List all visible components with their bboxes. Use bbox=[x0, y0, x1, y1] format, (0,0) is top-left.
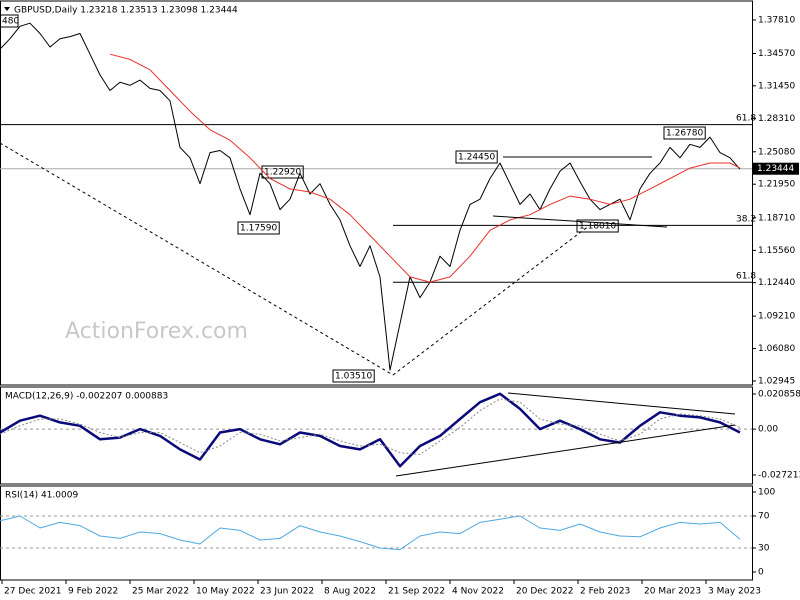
y-tick-label: 1.28310 bbox=[758, 114, 795, 124]
annotation: 480 bbox=[2, 17, 19, 27]
panel-title: GBPUSD,Daily 1.23218 1.23513 1.23098 1.2… bbox=[14, 6, 238, 16]
x-tick-label: 10 May 2022 bbox=[196, 587, 255, 597]
trendline bbox=[395, 424, 736, 477]
x-tick-label: 20 Mar 2023 bbox=[644, 587, 701, 597]
y-tick-label: 30 bbox=[758, 544, 770, 554]
y-tick-label: -0.027213 bbox=[758, 471, 800, 481]
series-line bbox=[0, 22, 741, 371]
x-tick-label: 21 Sep 2022 bbox=[388, 587, 445, 597]
annotation: 1.17590 bbox=[240, 224, 277, 234]
last-price-box bbox=[753, 162, 799, 175]
y-tick-label: 100 bbox=[758, 488, 775, 498]
x-tick-label: 23 Jun 2022 bbox=[260, 587, 314, 597]
annotation-box bbox=[237, 221, 280, 235]
annotation-box bbox=[261, 165, 304, 179]
annotation: 38.2 bbox=[736, 215, 756, 225]
annotation-box bbox=[455, 150, 498, 164]
y-tick-label: 0.020858 bbox=[758, 389, 800, 399]
annotation: 1.18010 bbox=[579, 222, 616, 232]
annotation: 1.24450 bbox=[458, 153, 495, 163]
trendline bbox=[492, 215, 668, 228]
trendline bbox=[0, 142, 394, 376]
y-tick-label: 1.09210 bbox=[758, 312, 795, 322]
annotation-box bbox=[576, 219, 619, 233]
annotation: 1.22920 bbox=[264, 168, 301, 178]
series-line bbox=[0, 392, 741, 468]
y-tick-label: 1.37810 bbox=[758, 15, 795, 25]
x-tick-label: 4 Nov 2022 bbox=[452, 587, 504, 597]
y-tick-label: 1.25080 bbox=[758, 147, 795, 157]
annotation: 1.03510 bbox=[335, 372, 372, 382]
x-tick-label: 20 Dec 2022 bbox=[516, 587, 574, 597]
y-tick-label: 1.18710 bbox=[758, 213, 795, 223]
y-tick-label: 0 bbox=[758, 568, 764, 578]
annotation-box bbox=[332, 369, 375, 383]
y-tick-label: 1.12440 bbox=[758, 278, 795, 288]
annotation: 61.8 bbox=[736, 272, 756, 282]
x-tick-label: 25 Mar 2022 bbox=[132, 587, 189, 597]
panel-title: MACD(12,26,9) -0.002207 0.000883 bbox=[5, 392, 168, 402]
panel-frame bbox=[0, 386, 753, 485]
x-tick-label: 8 Aug 2022 bbox=[324, 587, 376, 597]
last-price-label: 1.23444 bbox=[757, 164, 794, 174]
x-tick-label: 3 May 2023 bbox=[708, 587, 761, 597]
trendline bbox=[507, 392, 736, 415]
x-tick-label: 2 Feb 2023 bbox=[580, 587, 630, 597]
series-line bbox=[109, 53, 741, 283]
y-tick-label: 1.31450 bbox=[758, 81, 795, 91]
y-tick-label: 0.00 bbox=[758, 425, 778, 435]
y-tick-label: 70 bbox=[758, 512, 770, 522]
x-tick-label: 27 Dec 2021 bbox=[4, 587, 62, 597]
y-tick-label: 1.21950 bbox=[758, 180, 795, 190]
panel-frame bbox=[0, 0, 753, 386]
annotation-box bbox=[0, 14, 19, 28]
menu-arrow bbox=[4, 7, 10, 11]
annotation: 61.8 bbox=[736, 114, 756, 124]
y-tick-label: 1.34570 bbox=[758, 49, 795, 59]
watermark: ActionForex.com bbox=[65, 319, 248, 344]
panel-title: RSI(14) 41.0009 bbox=[5, 491, 78, 501]
y-tick-label: 1.06080 bbox=[758, 344, 795, 354]
trendline bbox=[392, 224, 591, 376]
y-tick-label: 1.15560 bbox=[758, 246, 795, 256]
y-tick-label: 1.02945 bbox=[758, 377, 795, 387]
x-tick-label: 9 Feb 2022 bbox=[68, 587, 118, 597]
annotation-box bbox=[663, 126, 706, 140]
series-line bbox=[0, 515, 741, 551]
panel-frame bbox=[0, 485, 753, 581]
annotation: 1.26780 bbox=[666, 129, 703, 139]
series-line bbox=[0, 398, 741, 455]
